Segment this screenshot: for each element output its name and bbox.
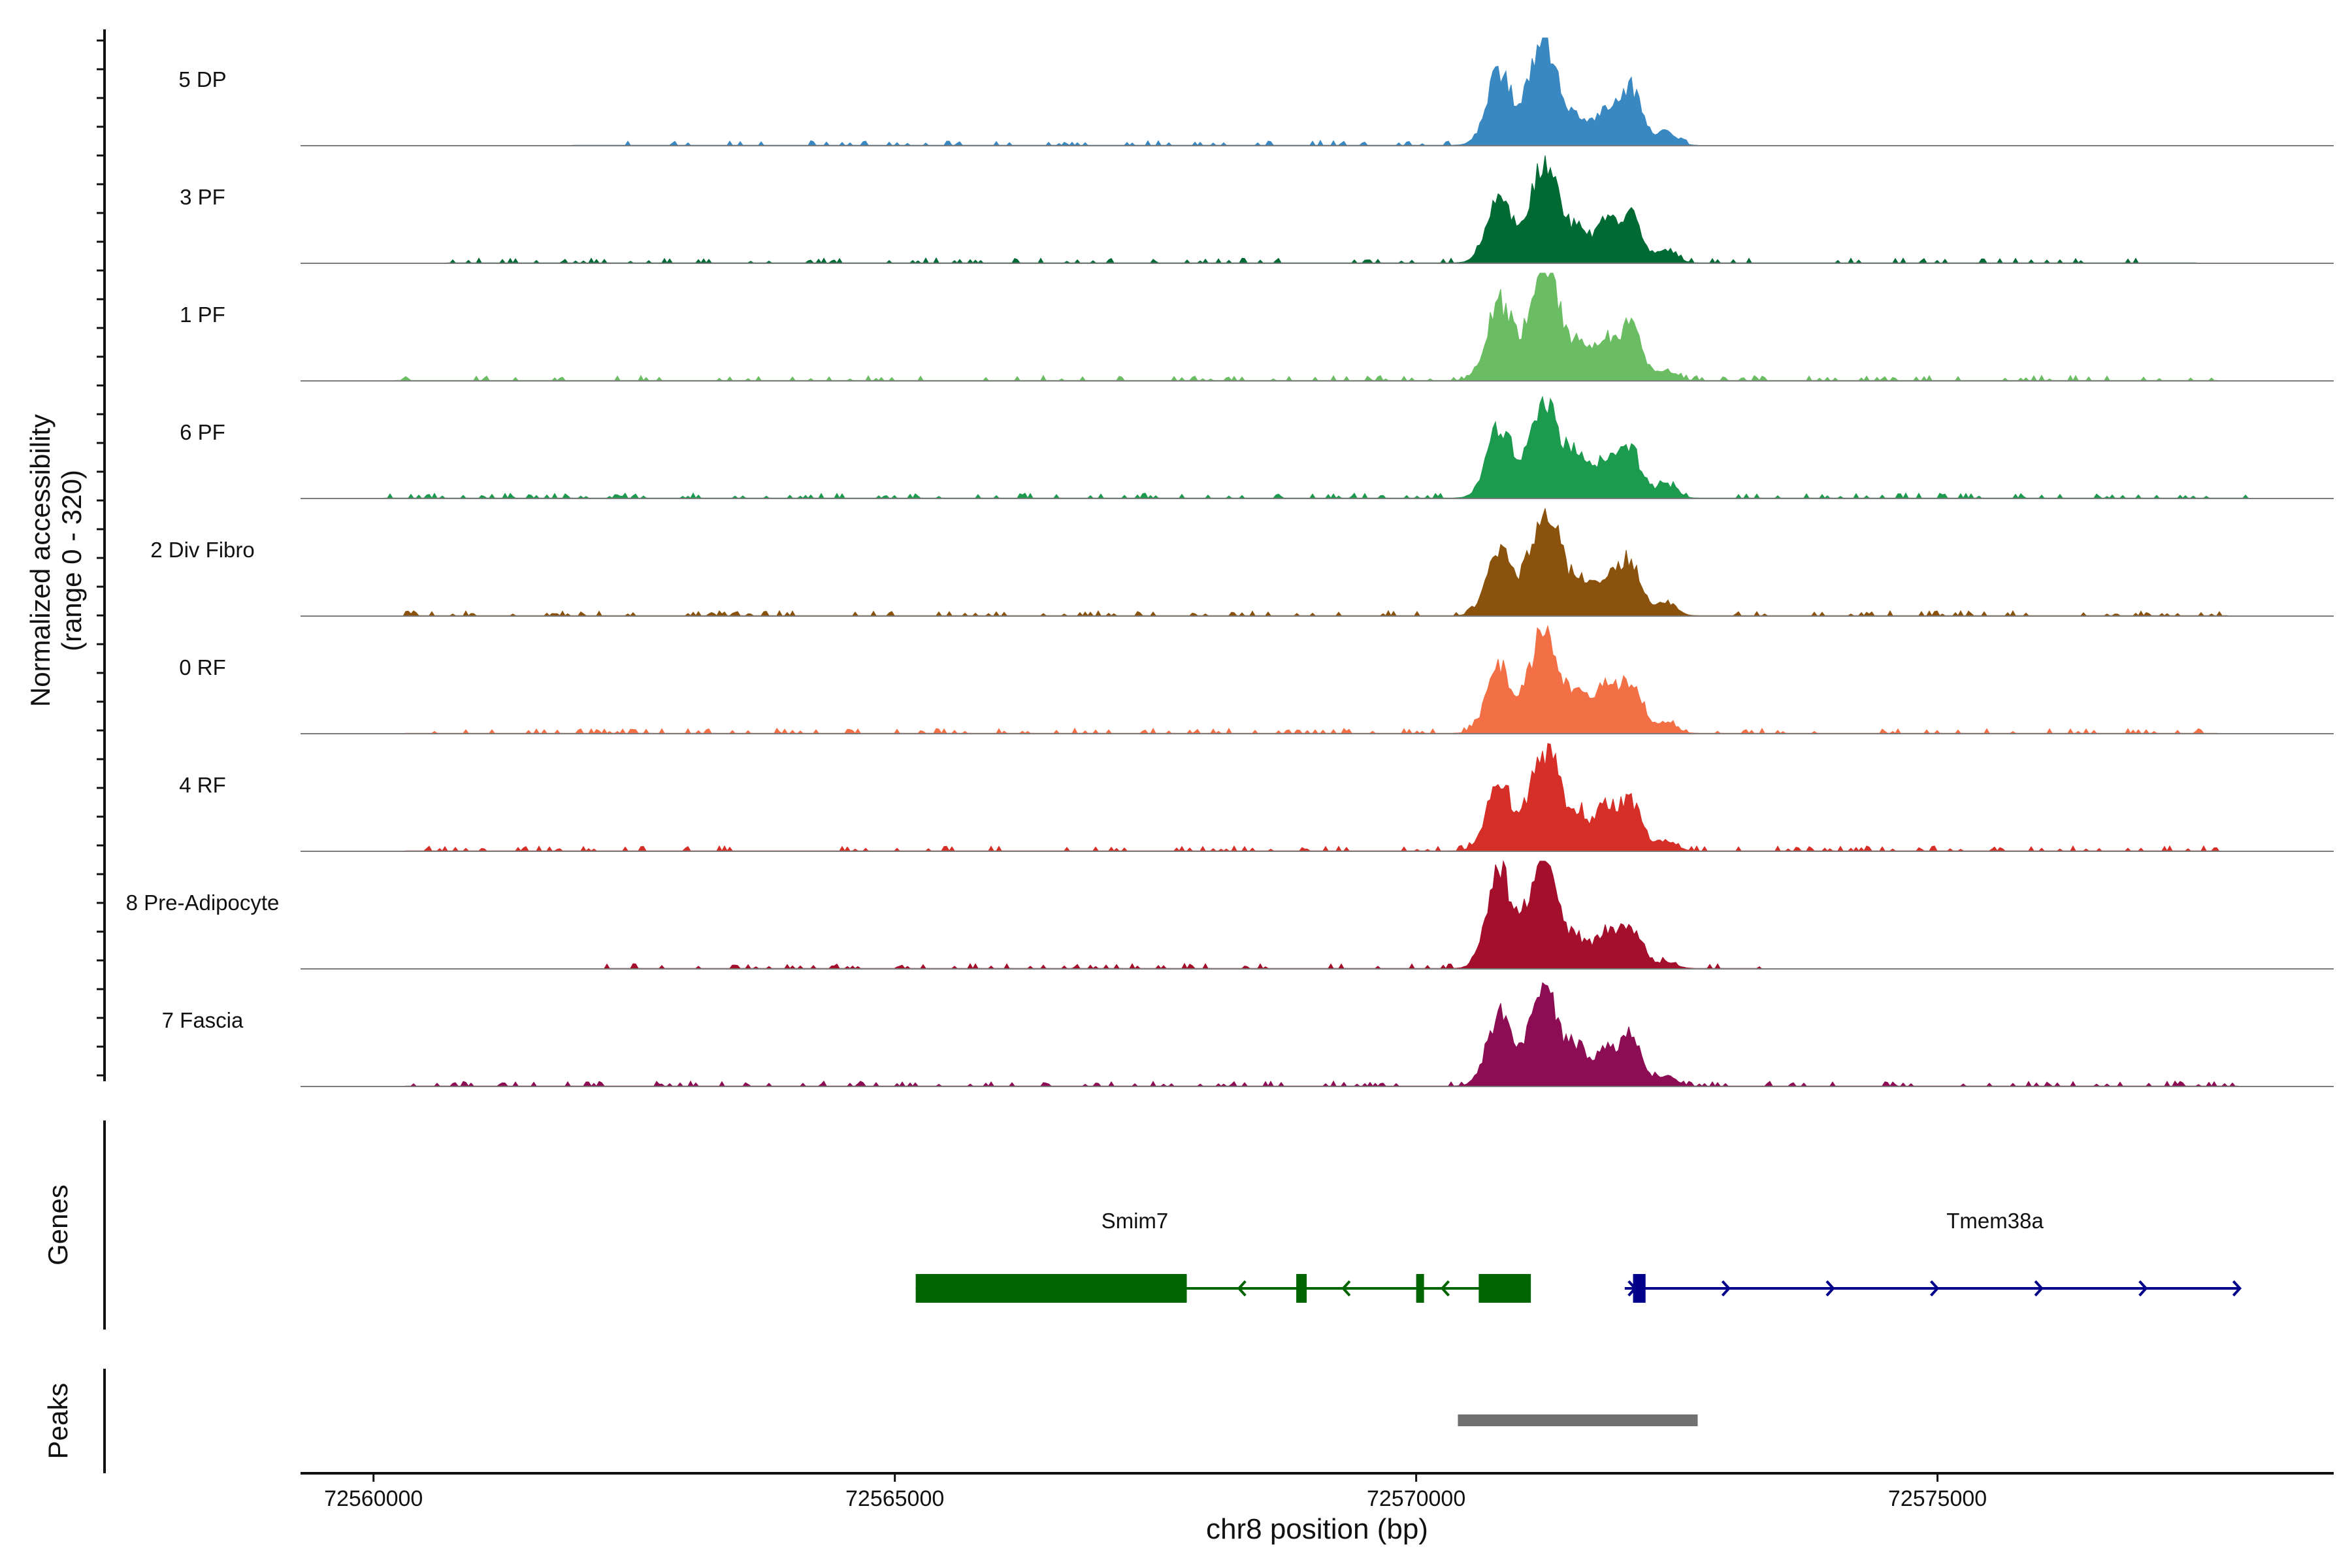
gene-smim7: Smim7 <box>915 1209 1531 1303</box>
strand-arrow <box>1721 1280 1731 1297</box>
coverage-area <box>324 37 2315 146</box>
strand-arrow <box>1627 1280 1637 1297</box>
gene-exon <box>1296 1274 1307 1303</box>
track-label: 8 Pre-Adipocyte <box>126 890 280 915</box>
strand-arrow <box>1341 1280 1351 1297</box>
peak-bar <box>1458 1414 1698 1426</box>
strand-arrow <box>1930 1280 1940 1297</box>
track-1-pf: 1 PF <box>180 272 2334 382</box>
gene-tmem38a: Tmem38a <box>1624 1209 2242 1303</box>
x-tick-label: 72560000 <box>324 1486 423 1511</box>
track-label: 2 Div Fibro <box>150 538 255 562</box>
x-axis-title: chr8 position (bp) <box>1206 1513 1428 1545</box>
track-label: 6 PF <box>180 420 225 444</box>
track-6-pf: 6 PF <box>180 395 2334 499</box>
track-4-rf: 4 RF <box>179 743 2334 852</box>
track-2-div-fibro: 2 Div Fibro <box>150 508 2334 617</box>
coverage-area <box>324 625 2315 734</box>
coverage-area <box>324 508 2315 617</box>
gene-name: Smim7 <box>1102 1209 1169 1233</box>
peak-regions <box>1458 1414 1698 1426</box>
track-5-dp: 5 DP <box>178 37 2334 146</box>
track-label: 1 PF <box>180 302 225 327</box>
strand-arrow <box>2138 1280 2148 1297</box>
gene-name: Tmem38a <box>1946 1209 2044 1233</box>
strand-arrow <box>1440 1280 1450 1297</box>
coverage-area <box>324 395 2315 499</box>
gene-exon <box>915 1274 1187 1303</box>
strand-arrow <box>2232 1280 2242 1297</box>
track-8-pre-adipocyte: 8 Pre-Adipocyte <box>126 860 2334 970</box>
track-label: 0 RF <box>179 655 226 679</box>
y-axis-title: Normalized accessibility <box>25 414 56 707</box>
x-tick-label: 72570000 <box>1367 1486 1465 1511</box>
track-label: 5 DP <box>178 67 226 91</box>
track-label: 7 Fascia <box>162 1008 244 1032</box>
strand-arrow <box>2034 1280 2044 1297</box>
x-axis-ticks: 72560000 72565000 72570000 72575000 <box>324 1473 1987 1511</box>
x-tick-label: 72575000 <box>1888 1486 1987 1511</box>
gene-exon <box>1478 1274 1531 1303</box>
track-label: 4 RF <box>179 773 226 797</box>
track-label: 3 PF <box>180 185 225 209</box>
coverage-y-ticks <box>97 39 105 1077</box>
coverage-area <box>324 982 2315 1087</box>
gene-exon <box>1416 1274 1424 1303</box>
coverage-area <box>324 272 2315 382</box>
x-tick-label: 72565000 <box>845 1486 944 1511</box>
track-7-fascia: 7 Fascia <box>162 982 2334 1087</box>
gene-exon <box>1633 1274 1646 1303</box>
coverage-area <box>324 155 2315 264</box>
peaks-panel-label: Peaks <box>42 1383 73 1460</box>
strand-arrow <box>1825 1280 1835 1297</box>
track-3-pf: 3 PF <box>180 155 2334 264</box>
coverage-tracks: 5 DP 3 PF 1 PF 6 PF 2 Div Fibro 0 RF 4 RF 8 Pre… <box>126 37 2334 1087</box>
y-axis-range: (range 0 - 320) <box>56 470 87 651</box>
track-0-rf: 0 RF <box>179 625 2334 734</box>
gene-annotations: Smim7 Tmem38a <box>915 1209 2242 1303</box>
coverage-area <box>324 860 2315 970</box>
genes-panel-label: Genes <box>42 1184 73 1266</box>
coverage-area <box>324 743 2315 852</box>
strand-arrow <box>1237 1280 1247 1297</box>
